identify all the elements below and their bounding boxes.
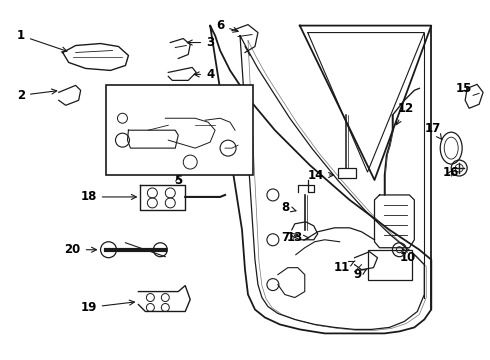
Bar [338,168,356,178]
Text: 2: 2 [17,89,57,102]
Text: 12: 12 [396,102,414,125]
Text: 19: 19 [80,300,134,314]
Text: 13: 13 [287,231,309,244]
Text: 11: 11 [334,261,355,274]
Text: 6: 6 [216,19,238,32]
Text: 3: 3 [187,36,214,49]
Text: 7: 7 [281,231,298,244]
Text: 9: 9 [353,268,367,281]
Text: 18: 18 [80,190,136,203]
Text: 15: 15 [456,82,472,95]
Text: 5: 5 [174,174,182,186]
Bar [105,85,253,175]
Text: 1: 1 [17,29,67,52]
Ellipse shape [440,132,462,164]
Text: 10: 10 [399,248,416,264]
Ellipse shape [444,137,458,159]
Text: 8: 8 [282,201,296,215]
Text: 17: 17 [425,122,442,140]
Text: 16: 16 [443,166,460,179]
Text: 4: 4 [194,68,214,81]
Text: 14: 14 [308,168,334,181]
Bar [368,250,413,280]
Text: 20: 20 [65,243,97,256]
